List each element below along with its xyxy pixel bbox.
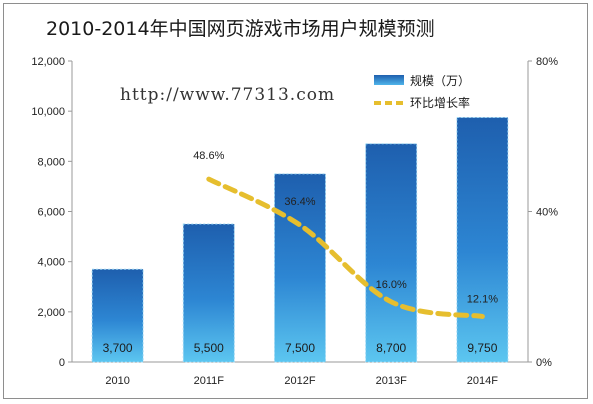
bar-series bbox=[91, 116, 509, 363]
bar bbox=[274, 173, 326, 363]
right-axis-ticks: 0% 40% 80% bbox=[528, 56, 558, 369]
bar bbox=[456, 116, 509, 363]
chart-frame: 2010-2014年中国网页游戏市场用户规模预测 0 2,000 4,000 6,00… bbox=[3, 3, 588, 399]
left-tick-label: 0 bbox=[59, 357, 65, 369]
growth-rate-label: 48.6% bbox=[193, 150, 224, 162]
right-tick-label: 80% bbox=[536, 56, 558, 68]
x-tick-label: 2014F bbox=[467, 375, 498, 387]
left-tick-label: 12,000 bbox=[31, 56, 65, 68]
growth-rate-label: 16.0% bbox=[376, 279, 407, 291]
left-tick-label: 2,000 bbox=[37, 307, 65, 319]
legend-bar-swatch bbox=[374, 75, 404, 85]
growth-rate-series bbox=[206, 176, 485, 319]
legend: 规模（万） 环比增长率 bbox=[374, 73, 470, 110]
right-tick-label: 40% bbox=[536, 207, 558, 219]
bar-value-label: 8,700 bbox=[376, 341, 406, 355]
bar-value-label: 7,500 bbox=[285, 341, 315, 355]
legend-bar-label: 规模（万） bbox=[410, 73, 470, 88]
x-tick-label: 2010 bbox=[105, 375, 129, 387]
left-tick-label: 4,000 bbox=[37, 257, 65, 269]
bar bbox=[182, 223, 235, 363]
watermark-text: http://www.77313.com bbox=[120, 85, 335, 105]
growth-rate-line bbox=[206, 176, 485, 319]
legend-line-label: 环比增长率 bbox=[410, 95, 470, 110]
right-tick-label: 0% bbox=[536, 357, 552, 369]
bar-value-label: 3,700 bbox=[103, 341, 133, 355]
chart-canvas: 2010-2014年中国网页游戏市场用户规模预测 0 2,000 4,000 6,00… bbox=[31, 18, 558, 387]
x-tick-label: 2012F bbox=[284, 375, 315, 387]
bar-value-labels: 3,700 5,500 7,500 8,700 9,750 bbox=[103, 341, 498, 355]
chart-title: 2010-2014年中国网页游戏市场用户规模预测 bbox=[46, 18, 435, 40]
bar-value-label: 5,500 bbox=[194, 341, 224, 355]
x-axis-ticks: 2010 2011F 2012F 2013F 2014F bbox=[105, 375, 498, 387]
growth-rate-labels: 48.6% 36.4% 16.0% 12.1% bbox=[193, 150, 498, 305]
x-tick-label: 2013F bbox=[376, 375, 407, 387]
left-tick-label: 10,000 bbox=[31, 106, 65, 118]
growth-rate-label: 12.1% bbox=[467, 293, 498, 305]
left-axis-ticks: 0 2,000 4,000 6,000 8,000 10,000 12,000 bbox=[31, 56, 72, 369]
bar bbox=[365, 143, 418, 363]
bar bbox=[91, 268, 144, 363]
x-tick-label: 2011F bbox=[194, 375, 225, 387]
growth-rate-label: 36.4% bbox=[284, 196, 315, 208]
left-tick-label: 8,000 bbox=[37, 156, 65, 168]
bar-value-label: 9,750 bbox=[467, 341, 497, 355]
left-tick-label: 6,000 bbox=[37, 207, 65, 219]
